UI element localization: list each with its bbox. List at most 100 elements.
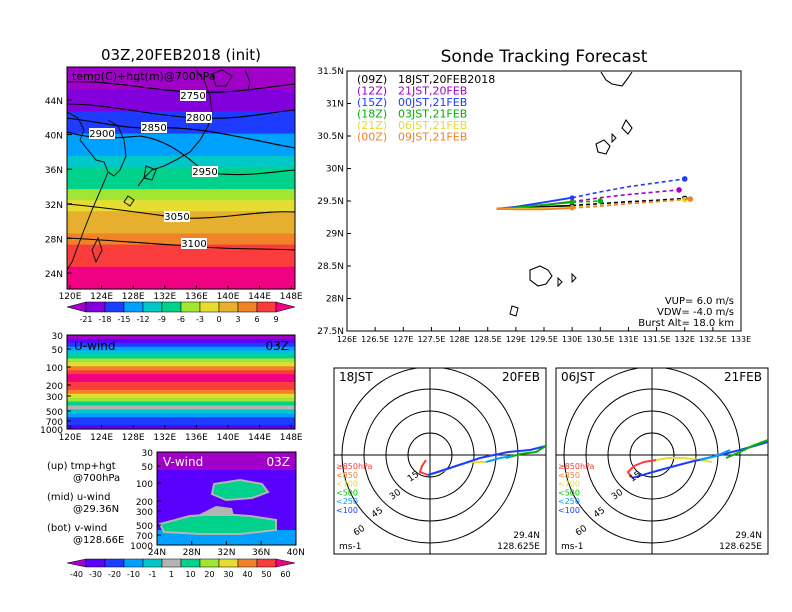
- hodograph-left: 18JST 20FEB 15 30 45 60 ≥850hPa<850<700<…: [333, 367, 547, 555]
- colorbar-cell: [66, 558, 87, 568]
- colorbar-label: -3: [196, 315, 204, 324]
- uwind-band: [67, 425, 295, 430]
- colorbar-label: -20: [108, 570, 121, 579]
- uwind-lon-ticks: 120E 124E 128E 132E 136E 140E 144E 148E: [59, 425, 303, 443]
- pressure-tick-label: 1000: [130, 542, 153, 552]
- hodo-left-lat: 29.4N: [513, 531, 540, 541]
- level-label: <700: [558, 480, 580, 489]
- colorbar-label: 40: [242, 570, 252, 579]
- tracking-title: Sonde Tracking Forecast: [441, 47, 648, 67]
- colorbar-label: -30: [89, 570, 102, 579]
- uwind-band: [67, 389, 295, 395]
- lon-tick-label: 132E: [675, 335, 695, 344]
- colorbar-cell: [85, 558, 106, 568]
- lat-tick-label: 32N: [217, 548, 235, 558]
- colorbar-cell: [104, 558, 125, 568]
- lon-tick-label: 130.5E: [586, 335, 614, 344]
- track-endpoint-5: [687, 196, 694, 202]
- colorbar-label: -18: [98, 315, 111, 324]
- lon-tick-label: 129.5E: [530, 335, 558, 344]
- burst-alt-text: Burst Alt= 18.0 km: [638, 318, 734, 329]
- uwind-band: [67, 413, 295, 418]
- contour-label: 3050: [164, 212, 189, 223]
- lon-tick-label: 130E: [562, 335, 582, 344]
- lon-tick-label: 128E: [122, 433, 145, 443]
- vwind-feature: [210, 478, 270, 502]
- hodo-left-date: 20FEB: [502, 370, 540, 384]
- uwind-label: U-wind: [74, 339, 115, 353]
- uwind-band: [67, 421, 295, 426]
- pressure-tick-label: 100: [136, 480, 153, 490]
- vwind-label: V-wind: [163, 455, 203, 469]
- temperature-band: [67, 178, 295, 190]
- track-line-dashed-2: [571, 178, 685, 199]
- lat-tick-label: 24N: [148, 548, 166, 558]
- lat-tick-label: 27.5N: [317, 327, 344, 337]
- temperature-band: [67, 200, 295, 212]
- colorbar-label: 20: [204, 570, 214, 579]
- lon-tick-label: 126.5E: [361, 335, 389, 344]
- colorbar-cell: [85, 301, 106, 313]
- lat-tick-label: 28N: [183, 548, 201, 558]
- contour-label-box: [141, 122, 167, 133]
- temperature-band: [67, 166, 295, 179]
- level-label: <850: [336, 471, 358, 480]
- track-line-dashed-3: [572, 200, 601, 204]
- temperature-band: [67, 111, 295, 124]
- hodo-right-level-legend: ≥850hPa<850<700<500<250<100: [558, 462, 595, 515]
- legend-tag: (18Z): [357, 108, 387, 121]
- colorbar-cell: [275, 301, 296, 313]
- lon-tick-label: 148E: [280, 433, 303, 443]
- track-midpoint-3: [569, 199, 575, 205]
- track-legend: (09Z) 18JST,20FEB2018 (12Z) 21JST,20FEB (15Z…: [357, 73, 495, 144]
- lon-tick-label: 136E: [185, 433, 208, 443]
- uwind-band: [67, 350, 295, 356]
- lon-tick-label: 124E: [90, 292, 113, 302]
- level-label: <700: [336, 480, 358, 489]
- tracking-lat-ticks: 31.5N 31N 30.5N 30N 29.5N 29N 28.5N 28N 27.5N: [317, 67, 351, 337]
- contour-label-box: [164, 211, 190, 222]
- colorbar-label: 0: [216, 315, 221, 324]
- temperature-band: [67, 155, 295, 168]
- lat-tick-label: 28.5N: [317, 262, 344, 272]
- lat-tick-label: 29N: [326, 230, 344, 240]
- pressure-tick-label: 500: [46, 408, 63, 418]
- level-label: <250: [558, 497, 580, 506]
- map-title: 03Z,20FEB2018 (init): [101, 46, 261, 64]
- note-mid-lat: @29.36N: [73, 504, 119, 515]
- uwind-band: [67, 397, 295, 403]
- contour-label-box: [192, 166, 218, 177]
- uwind-band: [67, 382, 295, 387]
- pressure-tick-label: 200: [136, 498, 153, 508]
- legend-tag: (00Z): [357, 131, 387, 144]
- legend-text: 03JST,21FEB: [398, 108, 467, 121]
- uwind-band: [67, 401, 295, 407]
- colorbar-cell: [66, 301, 87, 313]
- uwind-band: [67, 346, 295, 352]
- lon-tick-label: 132.5E: [699, 335, 727, 344]
- lon-tick-label: 131E: [618, 335, 638, 344]
- colorbar-cell: [237, 558, 258, 568]
- colorbar-label: 30: [223, 570, 233, 579]
- legend-text: 06JST,21FEB: [398, 119, 467, 132]
- lat-tick-label: 30.5N: [317, 132, 344, 142]
- colorbar-label: -40: [70, 570, 83, 579]
- colorbar-cell: [180, 301, 201, 313]
- hodograph-right: 06JST 21FEB 15 30 45 60 ≥850hPa<850<700<…: [555, 367, 769, 555]
- level-label: ≥850hPa: [336, 462, 373, 471]
- pressure-tick-label: 30: [52, 332, 64, 342]
- temperature-band: [67, 266, 295, 279]
- track-endpoint-3: [597, 198, 604, 204]
- uwind-band: [67, 374, 295, 379]
- wind-colorbar: -40 -30 -20 -10 -1 1 10 20 30 40 50 60: [66, 558, 296, 579]
- lon-tick-label: 140E: [217, 433, 240, 443]
- colorbar-cell: [256, 558, 277, 568]
- colorbar-label: 50: [261, 570, 271, 579]
- colorbar-label: -1: [149, 570, 157, 579]
- temperature-band: [67, 78, 295, 90]
- vwind-feature: [196, 506, 234, 516]
- level-label: <100: [558, 506, 580, 515]
- lon-tick-label: 127.5E: [417, 335, 445, 344]
- map-field-label: temp(C)+hgt(m)@700hPa: [72, 70, 216, 83]
